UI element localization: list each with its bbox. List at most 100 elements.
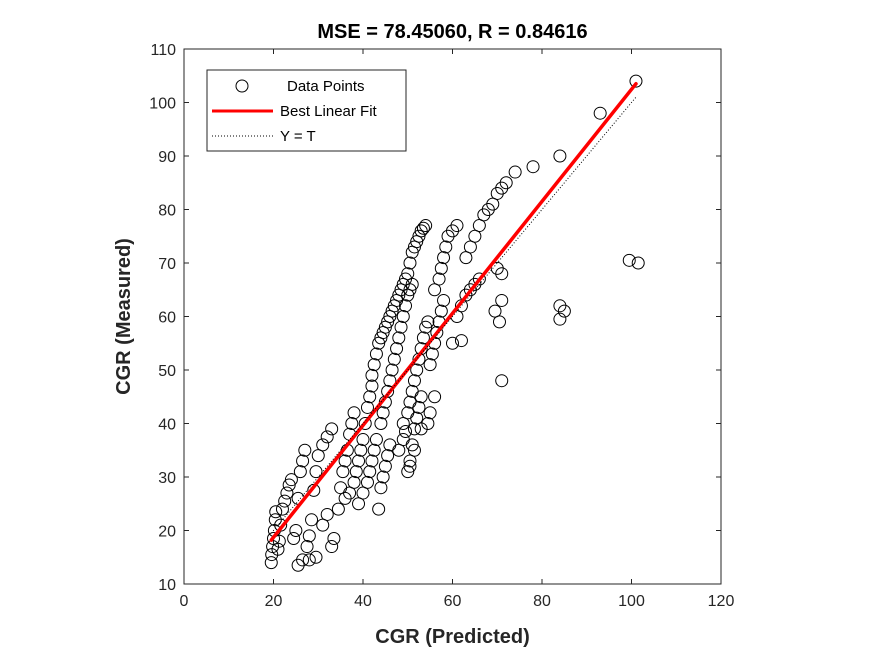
data-point xyxy=(407,443,421,457)
data-point xyxy=(320,430,334,444)
data-point xyxy=(363,465,377,479)
data-point xyxy=(363,390,377,404)
data-point xyxy=(302,529,316,543)
data-point xyxy=(492,315,506,329)
data-point xyxy=(412,229,426,243)
data-point xyxy=(336,465,350,479)
x-axis-label: CGR (Predicted) xyxy=(375,626,529,648)
legend-label-identity: Y = T xyxy=(280,128,316,145)
data-point xyxy=(354,443,368,457)
data-point xyxy=(472,272,486,286)
data-point xyxy=(403,459,417,473)
data-point xyxy=(390,342,404,356)
y-tick-label: 70 xyxy=(158,256,176,273)
data-point xyxy=(289,524,303,537)
data-point xyxy=(347,475,361,489)
data-point xyxy=(403,256,417,270)
data-point xyxy=(284,473,298,487)
data-point xyxy=(305,513,319,527)
data-point xyxy=(356,433,370,447)
y-tick-label: 20 xyxy=(158,524,176,541)
series-layer xyxy=(264,74,645,572)
legend-label-best-linear-fit: Best Linear Fit xyxy=(280,103,378,120)
data-point xyxy=(365,368,379,382)
data-point xyxy=(367,443,381,457)
data-point xyxy=(495,374,509,388)
data-point xyxy=(396,310,410,323)
legend-marker-data-points xyxy=(235,79,249,93)
data-point xyxy=(419,320,433,334)
data-point xyxy=(309,550,323,564)
data-point xyxy=(272,534,286,548)
data-point xyxy=(399,299,413,313)
data-point xyxy=(419,219,433,233)
data-point xyxy=(412,400,426,414)
data-point xyxy=(296,553,310,567)
data-point xyxy=(437,251,451,265)
data-point xyxy=(407,422,421,436)
data-point xyxy=(434,304,448,318)
data-point xyxy=(495,293,509,307)
data-point xyxy=(557,304,571,318)
data-point xyxy=(437,293,451,307)
data-point xyxy=(526,160,540,174)
data-point xyxy=(425,347,439,361)
y-tick-label: 90 xyxy=(158,149,176,166)
data-point xyxy=(405,277,419,291)
data-point xyxy=(358,417,372,430)
data-point xyxy=(327,532,341,546)
data-point xyxy=(410,363,424,377)
data-point xyxy=(338,454,352,468)
data-point xyxy=(508,165,522,179)
x-tick-label: 0 xyxy=(180,593,189,610)
data-point xyxy=(325,540,339,554)
data-point xyxy=(381,449,395,463)
data-point xyxy=(446,336,459,350)
data-point xyxy=(383,374,397,388)
data-point xyxy=(416,221,430,235)
data-point xyxy=(434,261,448,275)
y-tick-label: 110 xyxy=(150,42,176,59)
data-point xyxy=(387,352,401,366)
data-point xyxy=(365,379,379,393)
y-tick-label: 100 xyxy=(149,96,176,113)
data-point xyxy=(349,465,363,479)
best-linear-fit-line xyxy=(269,82,638,542)
data-point xyxy=(296,454,310,468)
data-point xyxy=(399,425,413,439)
data-point xyxy=(268,513,282,527)
data-point xyxy=(392,331,406,345)
data-point xyxy=(345,417,359,430)
data-point xyxy=(372,502,386,516)
x-tick-label: 120 xyxy=(708,593,735,610)
data-point xyxy=(622,253,636,267)
data-point xyxy=(287,532,301,546)
data-point xyxy=(278,494,292,508)
data-point xyxy=(376,406,390,420)
data-point xyxy=(394,320,408,334)
data-point xyxy=(302,553,316,567)
data-point xyxy=(414,422,428,436)
data-point xyxy=(369,433,383,447)
data-point xyxy=(378,459,392,473)
data-point xyxy=(629,74,643,88)
data-point xyxy=(367,358,381,372)
data-point xyxy=(421,315,435,329)
x-tick-label: 80 xyxy=(533,593,551,610)
data-point xyxy=(553,312,567,326)
y-tick-label: 30 xyxy=(158,470,176,487)
data-point xyxy=(331,502,345,516)
chart-title: MSE = 78.45060, R = 0.84616 xyxy=(317,21,587,43)
y-tick-label: 80 xyxy=(158,203,176,220)
data-point xyxy=(360,475,374,489)
data-point xyxy=(428,390,442,404)
data-point xyxy=(320,507,334,521)
data-point xyxy=(347,406,361,420)
data-point xyxy=(414,390,428,404)
data-point xyxy=(421,417,435,430)
data-point xyxy=(374,417,388,430)
y-tick-label: 40 xyxy=(158,417,176,434)
legend-label-data-points: Data Points xyxy=(287,78,365,95)
x-tick-label: 20 xyxy=(265,593,283,610)
